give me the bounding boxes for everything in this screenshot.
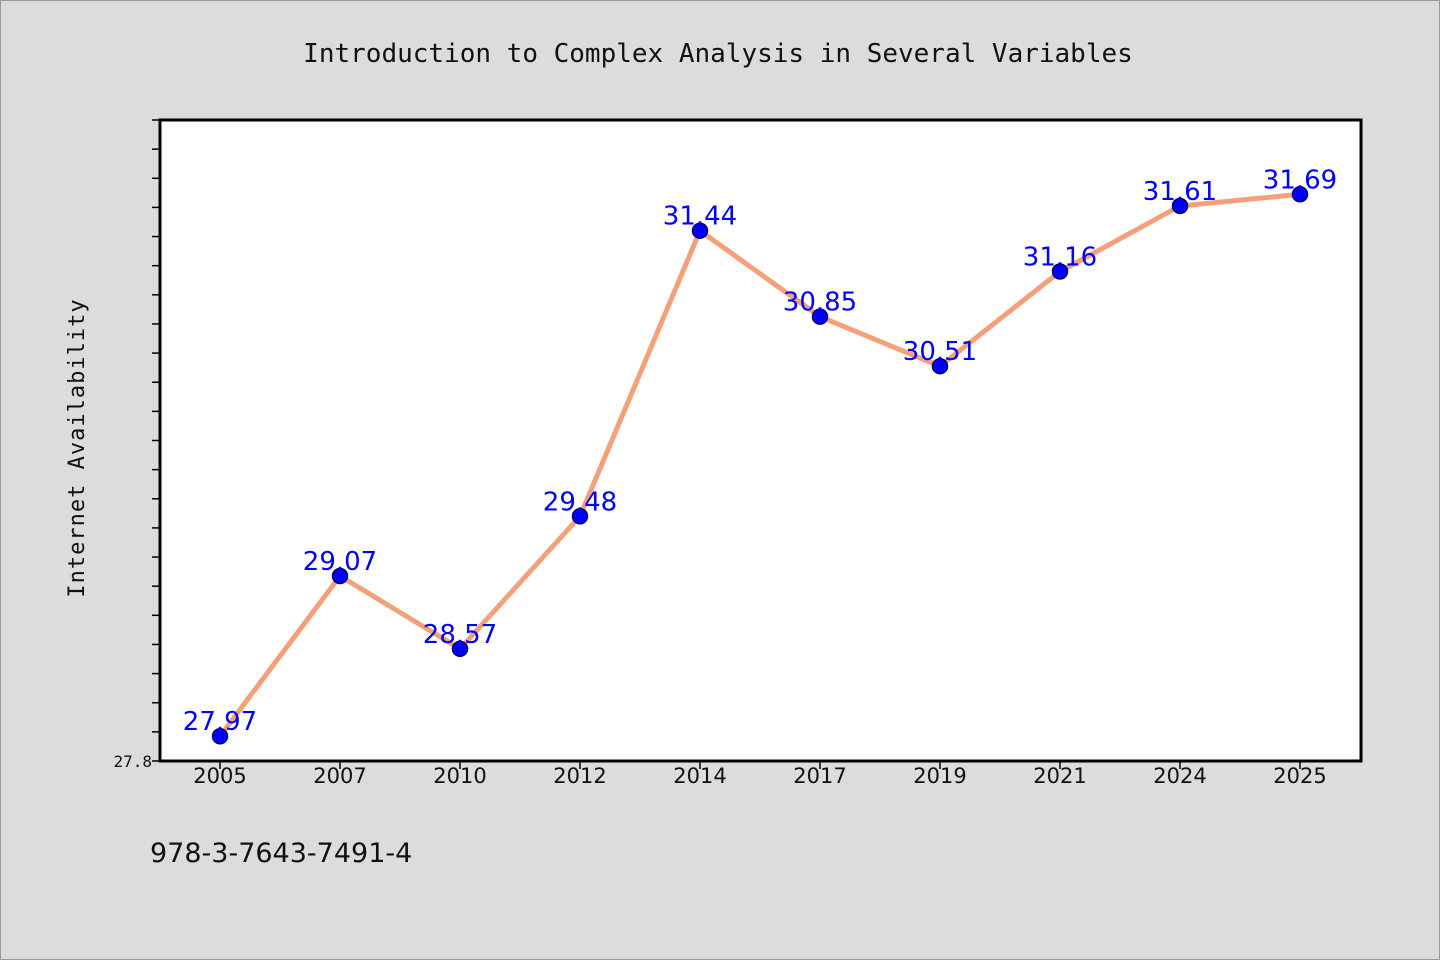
data-value-label: 30.85	[783, 288, 857, 318]
y-tick-label: 27.8	[113, 752, 152, 771]
y-axis-ticks: 27.8	[113, 119, 160, 771]
data-point	[1171, 197, 1189, 215]
x-tick-label: 2010	[433, 764, 486, 788]
data-point	[211, 727, 229, 745]
data-point	[1291, 186, 1309, 203]
series-group	[211, 186, 1309, 745]
series-line	[217, 191, 1303, 739]
data-value-label: 29.48	[543, 487, 617, 517]
data-point	[1051, 263, 1069, 280]
data-value-label: 28.57	[423, 620, 497, 650]
data-point	[331, 567, 349, 585]
data-value-label: 29.07	[303, 547, 377, 577]
data-value-label: 31.69	[1263, 165, 1337, 195]
x-tick-label: 2021	[1033, 764, 1086, 788]
x-tick-label: 2005	[193, 764, 246, 788]
x-axis-ticks: 2005 2007 2010 2012 2014 2017 2019 2021 2024 2025	[193, 761, 1327, 788]
data-point	[691, 222, 709, 239]
x-tick-label: 2024	[1153, 764, 1206, 788]
x-tick-label: 2019	[913, 764, 966, 788]
data-value-label: 27.97	[183, 707, 257, 737]
x-tick-label: 2012	[553, 764, 606, 788]
data-value-label: 31.44	[663, 202, 737, 232]
x-tick-label: 2014	[673, 764, 726, 788]
chart-title: Introduction to Complex Analysis in Seve…	[303, 39, 1133, 69]
data-value-label: 31.16	[1023, 243, 1097, 273]
isbn-footer: 978-3-7643-7491-4	[150, 838, 412, 869]
plot-area	[158, 118, 1363, 763]
x-tick-label: 2025	[1273, 764, 1326, 788]
data-point	[811, 308, 829, 325]
x-tick-label: 2007	[313, 764, 366, 788]
data-point	[451, 640, 469, 658]
x-tick-label: 2017	[793, 764, 846, 788]
data-value-label: 30.51	[903, 337, 977, 367]
data-point	[931, 357, 949, 375]
y-axis-label: Internet Availability	[65, 298, 90, 597]
data-value-label: 31.61	[1143, 177, 1217, 207]
data-point	[571, 508, 589, 525]
data-labels: 27.97 29.07 28.57 29.48 31.44 30.85 30.51 31.16…	[183, 165, 1337, 737]
